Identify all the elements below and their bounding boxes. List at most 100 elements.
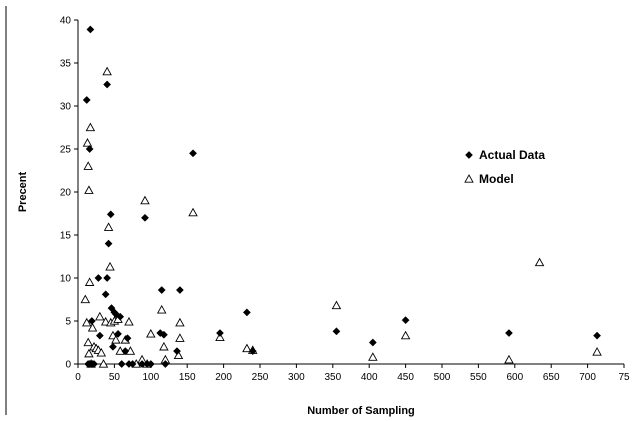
y-tick-label: 20: [60, 188, 72, 199]
y-axis: 0 5 10 15 20 25 30 35 40: [60, 16, 79, 371]
model-point: [400, 330, 411, 340]
x-tick-label: 650: [543, 372, 560, 383]
model-point: [188, 207, 198, 217]
model-point: [175, 317, 185, 327]
model-point: [85, 122, 96, 132]
y-tick-label: 0: [65, 360, 71, 371]
y-tick-label: 35: [60, 59, 72, 70]
model-point: [140, 195, 150, 205]
actual-data-point: [121, 347, 130, 356]
model-point: [83, 337, 93, 347]
model-point: [98, 359, 109, 368]
model-point: [103, 222, 114, 231]
actual-data-point: [141, 213, 149, 222]
actual-data-point: [157, 286, 166, 294]
y-tick-label: 40: [60, 16, 72, 27]
actual-data-point: [87, 317, 96, 325]
actual-data-point: [368, 338, 377, 347]
model-point: [81, 317, 92, 327]
legend-marker-model: [464, 174, 474, 183]
actual-data-point: [104, 239, 113, 248]
x-tick-label: 150: [179, 372, 196, 383]
actual-data-point: [216, 329, 224, 337]
model-point: [156, 304, 167, 314]
model-point: [100, 316, 111, 326]
actual-data-point: [94, 274, 103, 282]
model-point: [87, 322, 98, 332]
y-tick-label: 30: [60, 102, 72, 113]
legend-label: Model: [479, 172, 514, 186]
model-point: [80, 294, 91, 304]
model-point: [84, 348, 94, 358]
model-point: [331, 300, 342, 310]
model-point: [111, 334, 121, 344]
x-tick-label: 75: [618, 372, 630, 383]
y-axis-title: Precent: [17, 171, 29, 212]
model-point: [592, 347, 602, 356]
legend-marker-actual-data: [465, 151, 473, 159]
actual-data-point: [106, 210, 115, 219]
y-tick-label: 25: [60, 145, 72, 156]
actual-data-point: [332, 327, 341, 336]
model-point: [82, 138, 93, 147]
actual-data-point: [95, 331, 104, 340]
actual-data-point: [189, 149, 197, 158]
y-tick-label: 5: [65, 317, 71, 328]
actual-data-point: [117, 360, 126, 368]
actual-data-point: [505, 329, 513, 337]
legend: Actual Data Model: [464, 148, 545, 186]
actual-data-point: [103, 274, 112, 282]
actual-data-point: [242, 308, 251, 317]
actual-data-point: [123, 334, 132, 343]
actual-data-point: [101, 290, 110, 299]
x-tick-label: 700: [579, 372, 596, 383]
x-tick-label: 450: [397, 372, 414, 383]
model-point: [368, 352, 378, 361]
model-point: [242, 343, 252, 353]
actual-data-point: [85, 145, 94, 153]
actual-data-point: [161, 360, 170, 368]
actual-data-point: [82, 96, 91, 104]
y-tick-label: 10: [60, 274, 72, 285]
x-axis-title: Number of Sampling: [307, 405, 415, 417]
model-point: [83, 161, 93, 170]
x-tick-label: 500: [434, 372, 451, 383]
plot-background: [78, 20, 624, 364]
model-point: [504, 354, 514, 364]
x-tick-label: 50: [109, 372, 121, 383]
actual-data-point: [146, 360, 155, 368]
x-tick-label: 100: [142, 372, 159, 383]
actual-data-point: [159, 330, 168, 339]
model-point: [102, 66, 112, 76]
actual-data-point: [175, 286, 184, 294]
actual-data-point: [128, 360, 137, 368]
actual-data-point: [173, 347, 181, 356]
plot-area: [78, 20, 624, 364]
actual-data-point: [248, 347, 257, 356]
actual-data-point: [401, 316, 410, 325]
model-point: [175, 333, 185, 342]
model-point: [96, 347, 107, 357]
legend-label: Actual Data: [479, 148, 545, 162]
actual-data-point: [86, 25, 95, 34]
actual-data-point: [108, 342, 117, 351]
actual-data-point: [114, 329, 122, 338]
x-tick-label: 250: [252, 372, 269, 383]
model-point: [534, 257, 545, 267]
model-point: [95, 311, 105, 321]
actual-data-point: [103, 80, 112, 89]
x-tick-label: 300: [288, 372, 305, 383]
series-layer: [80, 25, 602, 368]
model-point: [124, 316, 134, 326]
model-point: [105, 261, 115, 271]
actual-data-point: [593, 331, 602, 340]
x-tick-label: 0: [75, 372, 81, 383]
model-point: [146, 328, 156, 338]
x-tick-label: 200: [215, 372, 232, 383]
x-tick-label: 400: [361, 372, 378, 383]
x-tick-label: 550: [470, 372, 487, 383]
x-tick-label: 350: [324, 372, 341, 383]
model-point: [159, 341, 169, 351]
actual-data-point: [116, 312, 125, 321]
model-point: [84, 185, 94, 194]
